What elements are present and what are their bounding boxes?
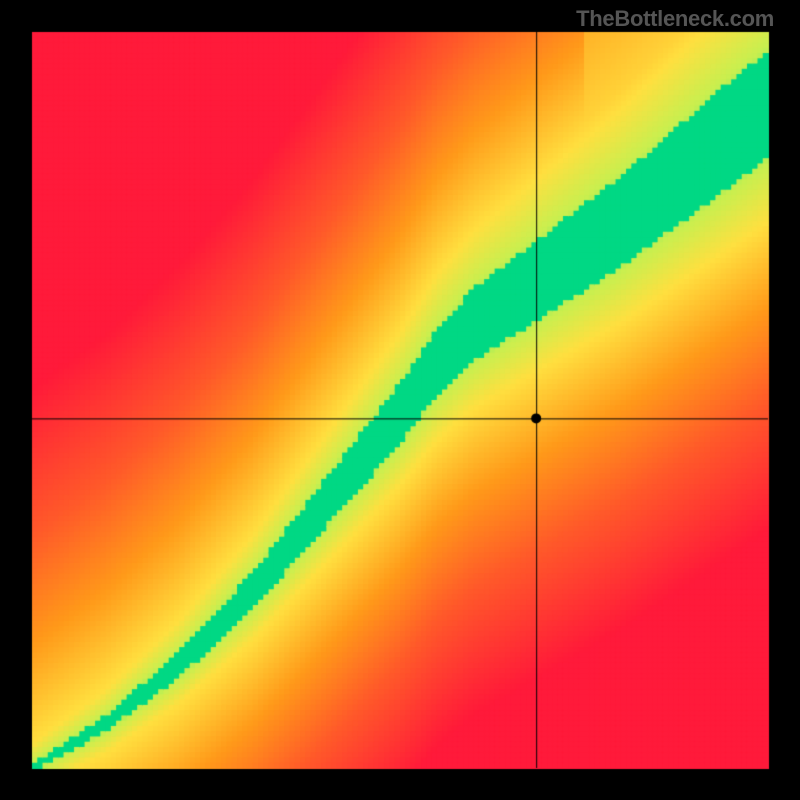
chart-container: { "watermark": { "text": "TheBottleneck.… bbox=[0, 0, 800, 800]
bottleneck-heatmap bbox=[0, 0, 800, 800]
watermark-text: TheBottleneck.com bbox=[576, 6, 774, 32]
